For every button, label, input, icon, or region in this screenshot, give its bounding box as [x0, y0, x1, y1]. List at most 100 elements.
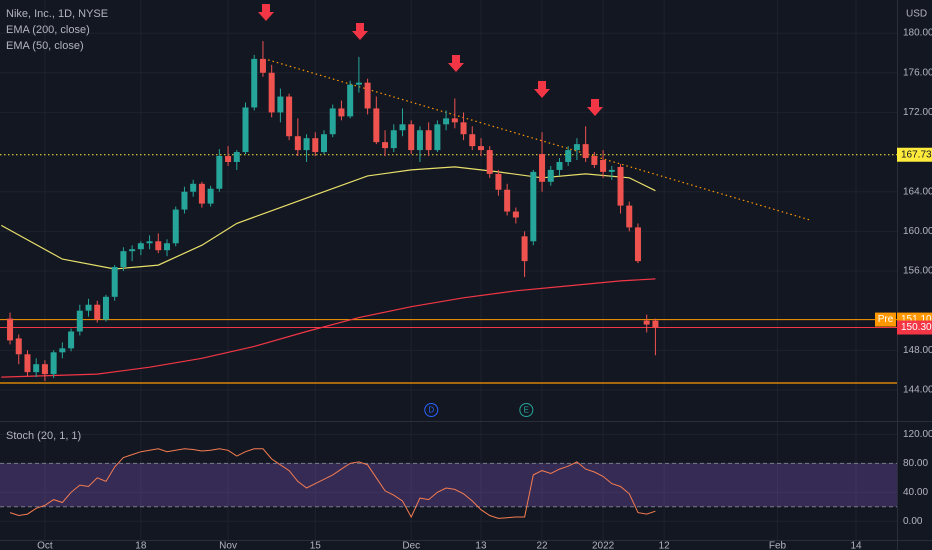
price-label: 151.10 [901, 314, 932, 325]
candle-body [85, 304, 92, 311]
currency: USD [906, 9, 927, 20]
candle-body [164, 243, 171, 251]
candle-body [207, 188, 214, 204]
x-tick-label: 22 [536, 541, 548, 550]
candle-body [338, 108, 345, 117]
candle-body [556, 161, 563, 170]
candle-body [102, 296, 109, 320]
candle-body [50, 352, 57, 375]
arrow [587, 99, 603, 116]
price-label: 150.30 [901, 322, 932, 333]
candle-body [495, 173, 502, 190]
price-label: 167.73 [901, 149, 932, 160]
y-tick-label: 160.00 [903, 226, 932, 237]
tag-box [875, 312, 896, 327]
candle-body [582, 144, 589, 159]
candle-body [242, 107, 249, 153]
candle-body [268, 72, 275, 113]
candle-body [172, 209, 179, 244]
candle-body [294, 136, 301, 151]
candle-body [190, 183, 197, 192]
candle-body [434, 124, 441, 151]
y-tick-label: 40.00 [903, 487, 928, 498]
candle-body [312, 138, 319, 153]
x-tick-label: 13 [475, 541, 487, 550]
candle-body [530, 171, 537, 242]
price-label-box [897, 147, 932, 162]
candle-body [155, 241, 162, 251]
arrow [258, 4, 274, 21]
candle-body [7, 318, 14, 341]
candle-body [373, 108, 380, 143]
stoch-line [9, 448, 656, 519]
candle-body [416, 130, 423, 151]
candle-body [355, 82, 362, 85]
candle-body [129, 249, 136, 252]
event-label: D [428, 406, 434, 415]
arrow [448, 55, 464, 72]
y-tick-label: 120.00 [903, 429, 932, 440]
candle-body [539, 154, 546, 182]
x-tick-label: Dec [402, 541, 420, 550]
candle-body [443, 118, 450, 125]
event-icon [519, 403, 534, 417]
candle-body [251, 58, 258, 108]
y-tick-label: 176.00 [903, 67, 932, 78]
candle-body [146, 241, 153, 244]
candle-body [460, 122, 467, 135]
candle-body [547, 169, 554, 182]
candle-body [321, 134, 328, 153]
candle-body [600, 159, 607, 172]
candle-body [364, 82, 371, 109]
candle-body [591, 156, 598, 165]
candle-body [477, 146, 484, 151]
tag-label: Pre [878, 314, 894, 325]
candle-body [643, 320, 650, 325]
stoch-title: Stoch (20, 1, 1) [6, 430, 81, 442]
candle-body [286, 96, 293, 137]
candle-body [512, 211, 519, 218]
candle-body [565, 150, 572, 162]
candle-body [451, 118, 458, 123]
stoch-band [0, 463, 897, 507]
candle-body [390, 130, 397, 149]
candle-body [303, 138, 310, 151]
candle-body [225, 156, 232, 162]
candle-body [59, 348, 66, 353]
candle-body [15, 338, 22, 355]
candle-body [216, 156, 223, 189]
candle-body [634, 227, 641, 262]
candle-body [408, 124, 415, 151]
candle-body [120, 251, 127, 268]
event-label: E [524, 406, 529, 415]
candle-body [329, 108, 336, 135]
candle-body [521, 236, 528, 262]
x-tick-label: 18 [135, 541, 147, 550]
candle-body [347, 84, 354, 117]
candle-body [277, 96, 284, 113]
candle-body [382, 142, 389, 149]
price-label-box [897, 320, 932, 335]
x-tick-label: Oct [37, 541, 53, 550]
y-tick-label: 180.00 [903, 28, 932, 39]
x-tick-label: 15 [310, 541, 322, 550]
ema-line [1, 278, 656, 378]
candle-body [626, 205, 633, 228]
candle-body [486, 150, 493, 174]
event-icon [424, 403, 439, 417]
candle-body [198, 183, 205, 204]
candle-body [24, 354, 31, 373]
y-tick-label: 144.00 [903, 385, 932, 396]
x-tick-label: 14 [850, 541, 862, 550]
candle-body [469, 134, 476, 147]
candle-body [68, 331, 75, 349]
legend-title: Nike, Inc., 1D, NYSE [6, 8, 108, 20]
arrow [352, 23, 368, 40]
candle-body [33, 364, 40, 373]
candle-body [137, 243, 144, 250]
candle-body [573, 144, 580, 151]
plot [0, 41, 897, 519]
y-tick-label: 80.00 [903, 458, 928, 469]
y-tick-label: 164.00 [903, 186, 932, 197]
